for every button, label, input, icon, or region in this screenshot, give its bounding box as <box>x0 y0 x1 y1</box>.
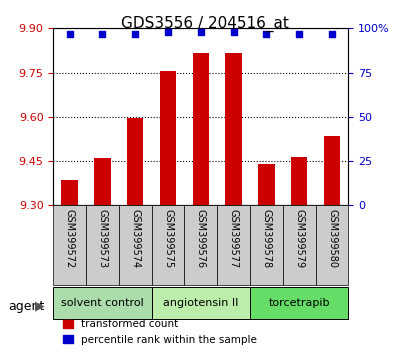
FancyBboxPatch shape <box>151 205 184 285</box>
FancyBboxPatch shape <box>184 205 217 285</box>
Text: GSM399576: GSM399576 <box>196 209 205 268</box>
Text: angiotensin II: angiotensin II <box>163 298 238 308</box>
Bar <box>258 164 274 205</box>
Text: GSM399580: GSM399580 <box>326 209 336 268</box>
Point <box>99 31 106 36</box>
Bar <box>290 157 307 205</box>
Text: ▶: ▶ <box>35 300 44 313</box>
FancyBboxPatch shape <box>53 205 86 285</box>
Text: GSM399575: GSM399575 <box>163 209 173 269</box>
Text: GSM399573: GSM399573 <box>97 209 107 268</box>
Point <box>263 31 269 36</box>
FancyBboxPatch shape <box>86 205 119 285</box>
Point <box>197 29 204 35</box>
Point <box>230 29 236 35</box>
Point <box>328 31 335 36</box>
Text: agent: agent <box>8 300 44 313</box>
Text: GSM399572: GSM399572 <box>65 209 74 269</box>
Text: GSM399574: GSM399574 <box>130 209 140 268</box>
Point <box>66 31 73 36</box>
FancyBboxPatch shape <box>249 205 282 285</box>
Bar <box>225 53 241 205</box>
FancyBboxPatch shape <box>249 287 348 319</box>
Bar <box>323 136 339 205</box>
Bar <box>192 53 209 205</box>
FancyBboxPatch shape <box>53 287 151 319</box>
FancyBboxPatch shape <box>315 205 348 285</box>
Bar <box>160 71 176 205</box>
Bar <box>94 158 110 205</box>
FancyBboxPatch shape <box>217 205 249 285</box>
Point <box>132 31 138 36</box>
Text: GSM399577: GSM399577 <box>228 209 238 269</box>
Text: GDS3556 / 204516_at: GDS3556 / 204516_at <box>121 16 288 32</box>
Bar <box>61 180 78 205</box>
Text: solvent control: solvent control <box>61 298 144 308</box>
Text: torcetrapib: torcetrapib <box>268 298 329 308</box>
FancyBboxPatch shape <box>282 205 315 285</box>
Point <box>295 31 302 36</box>
FancyBboxPatch shape <box>119 205 151 285</box>
Text: GSM399578: GSM399578 <box>261 209 271 268</box>
Point <box>164 29 171 35</box>
FancyBboxPatch shape <box>151 287 249 319</box>
Legend: transformed count, percentile rank within the sample: transformed count, percentile rank withi… <box>58 315 261 349</box>
Bar <box>127 118 143 205</box>
Text: GSM399579: GSM399579 <box>294 209 303 268</box>
